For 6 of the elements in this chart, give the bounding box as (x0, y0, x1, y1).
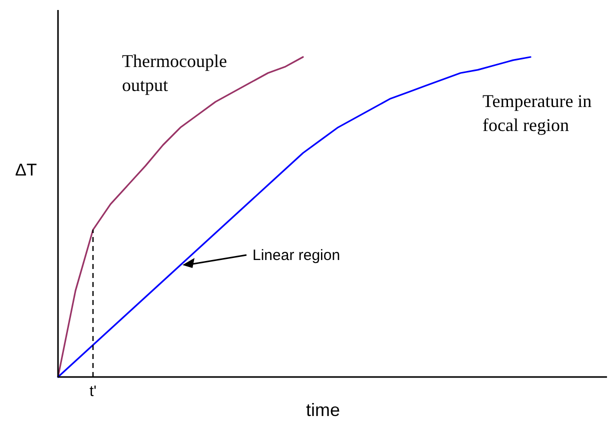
x-axis-title: time (306, 400, 340, 420)
series-label: Temperature in focal region (482, 91, 592, 135)
annotation: Linear region (252, 247, 340, 264)
series-label: Thermocouple output (122, 51, 227, 95)
text: t' (89, 383, 97, 400)
y-axis-title: ΔT (15, 160, 37, 180)
